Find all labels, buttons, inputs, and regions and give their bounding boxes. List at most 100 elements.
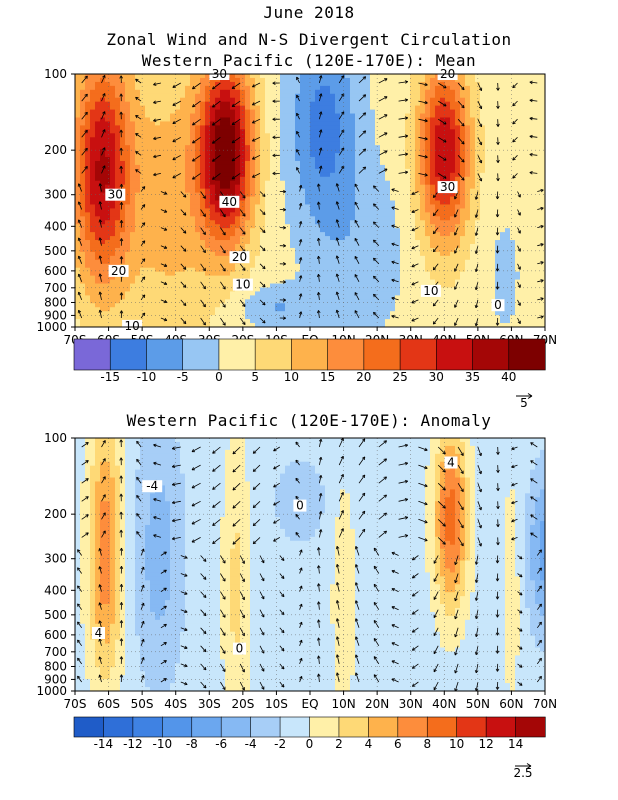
field-cell bbox=[385, 161, 391, 166]
field-cell bbox=[420, 189, 426, 194]
field-cell bbox=[415, 204, 421, 209]
field-cell bbox=[455, 272, 461, 277]
field-cell bbox=[425, 110, 431, 115]
field-cell bbox=[445, 133, 451, 138]
field-cell bbox=[415, 165, 421, 170]
field-cell bbox=[280, 74, 286, 79]
field-cell bbox=[145, 256, 151, 261]
field-cell bbox=[85, 90, 91, 95]
field-cell bbox=[460, 264, 466, 269]
field-cell bbox=[350, 319, 356, 324]
field-cell bbox=[275, 121, 281, 126]
field-cell bbox=[400, 114, 406, 119]
field-cell bbox=[335, 189, 341, 194]
field-cell bbox=[445, 114, 451, 119]
field-cell bbox=[440, 125, 446, 130]
field-cell bbox=[355, 284, 361, 289]
field-cell bbox=[160, 74, 166, 79]
field-cell bbox=[380, 173, 386, 178]
field-cell bbox=[445, 228, 451, 233]
field-cell bbox=[165, 268, 171, 273]
field-cell bbox=[150, 248, 156, 253]
field-cell bbox=[175, 149, 181, 154]
field-cell bbox=[390, 74, 396, 79]
field-cell bbox=[450, 291, 456, 296]
field-cell bbox=[430, 149, 436, 154]
field-cell bbox=[320, 82, 326, 87]
field-cell bbox=[110, 149, 116, 154]
field-cell bbox=[155, 86, 161, 91]
field-cell bbox=[440, 145, 446, 150]
field-cell bbox=[330, 236, 336, 241]
field-cell bbox=[340, 208, 346, 213]
field-cell bbox=[325, 125, 331, 130]
field-cell bbox=[380, 268, 386, 273]
field-cell bbox=[390, 284, 396, 289]
field-cell bbox=[280, 307, 286, 312]
field-cell bbox=[180, 295, 186, 300]
field-cell bbox=[325, 185, 331, 190]
field-cell bbox=[185, 307, 191, 312]
field-cell bbox=[220, 149, 226, 154]
field-cell bbox=[360, 276, 366, 281]
field-cell bbox=[395, 228, 401, 233]
field-cell bbox=[255, 129, 261, 134]
field-cell bbox=[115, 256, 121, 261]
field-cell bbox=[370, 121, 376, 126]
field-cell bbox=[290, 260, 296, 265]
field-cell bbox=[215, 114, 221, 119]
field-cell bbox=[260, 129, 266, 134]
field-cell bbox=[340, 204, 346, 209]
field-cell bbox=[130, 141, 136, 146]
field-cell bbox=[150, 256, 156, 261]
field-cell bbox=[365, 287, 371, 292]
field-cell bbox=[90, 177, 96, 182]
field-cell bbox=[200, 216, 206, 221]
field-cell bbox=[135, 240, 141, 245]
field-cell bbox=[95, 173, 101, 178]
field-cell bbox=[125, 212, 131, 217]
field-cell bbox=[285, 189, 291, 194]
field-cell bbox=[275, 236, 281, 241]
field-cell bbox=[195, 161, 201, 166]
field-cell bbox=[200, 201, 206, 206]
field-cell bbox=[185, 252, 191, 257]
field-cell bbox=[440, 165, 446, 170]
field-cell bbox=[375, 181, 381, 186]
field-cell bbox=[275, 125, 281, 130]
field-cell bbox=[90, 307, 96, 312]
field-cell bbox=[250, 240, 256, 245]
field-cell bbox=[140, 248, 146, 253]
field-cell bbox=[185, 315, 191, 320]
field-cell bbox=[295, 117, 301, 122]
field-cell bbox=[170, 153, 176, 158]
field-cell bbox=[310, 284, 316, 289]
field-cell bbox=[300, 141, 306, 146]
field-cell bbox=[400, 177, 406, 182]
field-cell bbox=[225, 129, 231, 134]
field-cell bbox=[365, 280, 371, 285]
field-cell bbox=[205, 90, 211, 95]
field-cell bbox=[120, 106, 126, 111]
field-cell bbox=[360, 284, 366, 289]
field-cell bbox=[90, 319, 96, 324]
field-cell bbox=[315, 228, 321, 233]
field-cell bbox=[160, 137, 166, 142]
field-cell bbox=[405, 201, 411, 206]
field-cell bbox=[180, 129, 186, 134]
field-cell bbox=[445, 248, 451, 253]
field-cell bbox=[195, 280, 201, 285]
field-cell bbox=[295, 276, 301, 281]
field-cell bbox=[270, 244, 276, 249]
field-cell bbox=[395, 157, 401, 162]
field-cell bbox=[355, 90, 361, 95]
field-cell bbox=[135, 201, 141, 206]
field-cell bbox=[365, 161, 371, 166]
field-cell bbox=[125, 280, 131, 285]
field-cell bbox=[290, 185, 296, 190]
field-cell bbox=[85, 232, 91, 237]
field-cell bbox=[375, 145, 381, 150]
field-cell bbox=[460, 129, 466, 134]
field-cell bbox=[450, 149, 456, 154]
field-cell bbox=[305, 299, 311, 304]
